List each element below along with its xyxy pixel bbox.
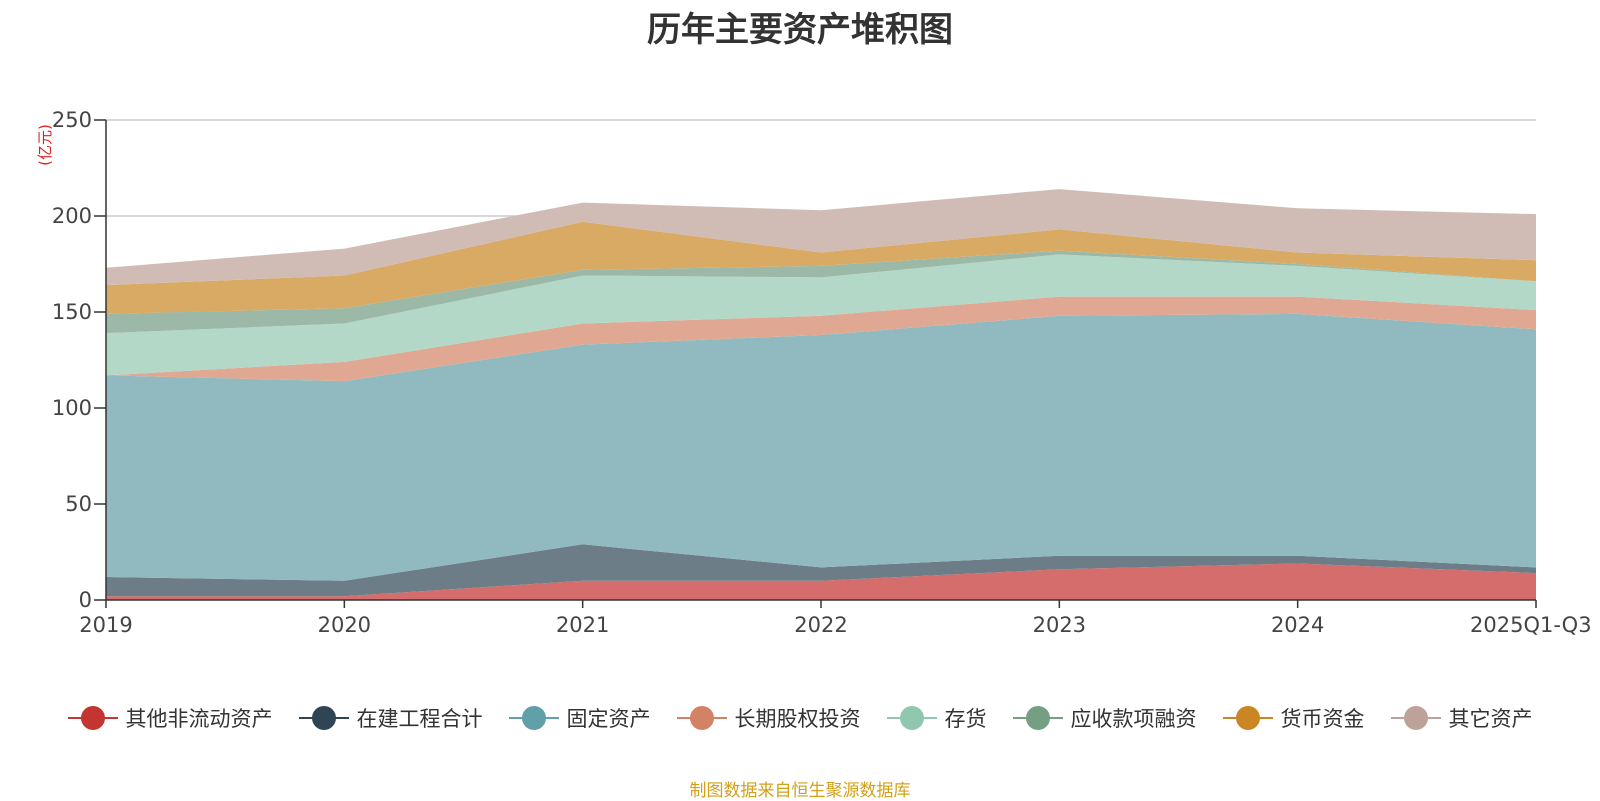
legend-label: 其他非流动资产	[125, 707, 273, 731]
legend-marker-icon	[298, 705, 349, 731]
y-tick-label: 100	[52, 396, 92, 420]
legend: 其他非流动资产 在建工程合计 固定资产 长期股权投资 存货 应收款项融资 货币资金 其它资产	[0, 700, 1600, 736]
legend-item[interactable]: 其它资产	[1390, 703, 1533, 733]
legend-item[interactable]: 应收款项融资	[1012, 703, 1197, 733]
legend-marker-icon	[886, 705, 937, 731]
legend-marker-icon	[1222, 705, 1273, 731]
legend-marker-icon	[508, 705, 559, 731]
chart-title: 历年主要资产堆积图	[647, 10, 953, 50]
area-series-4	[106, 254, 1536, 376]
source-note: 制图数据来自恒生聚源数据库	[689, 781, 911, 801]
axis-layer: 0 50 100 150 200 250 2019 2020 2021 2022 2023 2024 2…	[52, 108, 1592, 637]
x-tick-label: 2021	[556, 613, 609, 637]
y-tick-label: 250	[52, 108, 92, 132]
area-series-1	[106, 544, 1536, 597]
x-tick-label: 2024	[1271, 613, 1324, 637]
area-series-3	[106, 296, 1536, 382]
area-series-6	[106, 221, 1536, 314]
y-axis-unit-label: (亿元)	[36, 124, 54, 166]
legend-item[interactable]: 固定资产	[508, 703, 651, 733]
area-series-2	[106, 313, 1536, 581]
x-tick-label: 2020	[318, 613, 371, 637]
legend-marker-icon	[1012, 705, 1063, 731]
x-tick-label: 2023	[1033, 613, 1086, 637]
x-tick-label: 2022	[794, 613, 847, 637]
legend-label: 货币资金	[1280, 707, 1365, 731]
area-series-5	[106, 250, 1536, 334]
legend-marker-icon	[67, 705, 118, 731]
legend-item[interactable]: 存货	[886, 703, 987, 733]
x-tick-label: 2019	[79, 613, 132, 637]
legend-label: 存货	[944, 707, 987, 731]
x-tick-label: 2025Q1-Q3	[1470, 613, 1592, 637]
y-tick-label: 50	[65, 492, 92, 516]
legend-marker-icon	[1390, 705, 1441, 731]
y-tick-label: 0	[79, 588, 92, 612]
legend-item[interactable]: 其他非流动资产	[67, 703, 273, 733]
legend-marker-icon	[676, 705, 727, 731]
area-series-7	[106, 189, 1536, 286]
legend-label: 应收款项融资	[1070, 707, 1197, 731]
area-layer	[106, 189, 1536, 600]
legend-label: 长期股权投资	[734, 707, 861, 731]
y-tick-label: 200	[52, 204, 92, 228]
legend-label: 在建工程合计	[356, 707, 483, 731]
legend-label: 固定资产	[566, 707, 651, 731]
legend-item[interactable]: 长期股权投资	[676, 703, 861, 733]
legend-item[interactable]: 货币资金	[1222, 703, 1365, 733]
y-tick-label: 150	[52, 300, 92, 324]
legend-item[interactable]: 在建工程合计	[298, 703, 483, 733]
area-series-0	[106, 563, 1536, 600]
legend-label: 其它资产	[1448, 707, 1533, 731]
